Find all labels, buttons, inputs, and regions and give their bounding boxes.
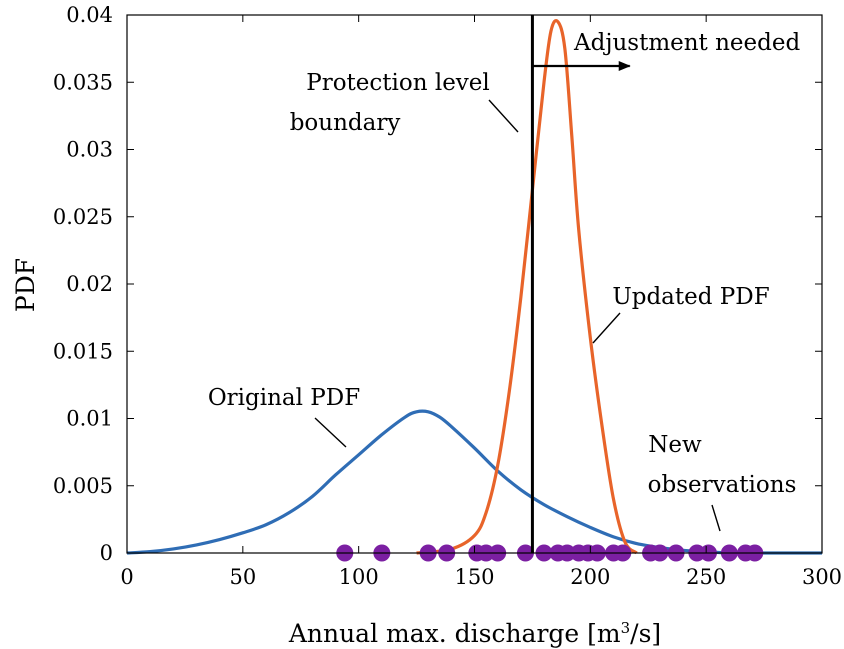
y-tick-label: 0.035 bbox=[53, 70, 113, 94]
axis-ticks: 0 50 100 150 200 250 300 0 0.005 0.01 0.015 0.02 0.0… bbox=[53, 3, 842, 589]
original-leader-line bbox=[314, 417, 347, 448]
protection-leader-line bbox=[488, 99, 519, 133]
x-tick-label: 0 bbox=[120, 565, 133, 589]
y-tick-label: 0.01 bbox=[66, 407, 113, 431]
updated-leader-line bbox=[592, 312, 621, 344]
x-axis-label: Annual max. discharge [m3/s] bbox=[288, 619, 661, 648]
y-tick-label: 0.015 bbox=[53, 339, 113, 363]
x-tick-label: 200 bbox=[570, 565, 610, 589]
new-observations-label-line2: observations bbox=[648, 472, 797, 498]
x-tick-label: 150 bbox=[454, 565, 494, 589]
updated-pdf-line bbox=[416, 18, 638, 555]
adjustment-needed-label: Adjustment needed bbox=[573, 30, 800, 56]
new-observations-label-line1: New bbox=[648, 432, 702, 458]
y-tick-label: 0.03 bbox=[66, 138, 113, 162]
annotation-leaders bbox=[314, 99, 721, 532]
protection-boundary-label: boundary bbox=[290, 110, 401, 136]
x-tick-label: 100 bbox=[339, 565, 379, 589]
y-tick-label: 0.005 bbox=[53, 474, 113, 498]
x-tick-label: 300 bbox=[802, 565, 842, 589]
y-tick-label: 0.025 bbox=[53, 205, 113, 229]
original-pdf-label: Original PDF bbox=[208, 385, 360, 411]
y-tick-label: 0 bbox=[100, 541, 113, 565]
y-tick-label: 0.04 bbox=[66, 3, 113, 27]
y-tick-label: 0.02 bbox=[66, 272, 113, 296]
x-tick-label: 50 bbox=[229, 565, 256, 589]
observations-leader-line bbox=[711, 504, 721, 532]
updated-pdf-label: Updated PDF bbox=[612, 284, 769, 310]
y-axis-label: PDF bbox=[11, 258, 40, 312]
x-tick-label: 250 bbox=[686, 565, 726, 589]
protection-level-label: Protection level bbox=[306, 70, 490, 96]
